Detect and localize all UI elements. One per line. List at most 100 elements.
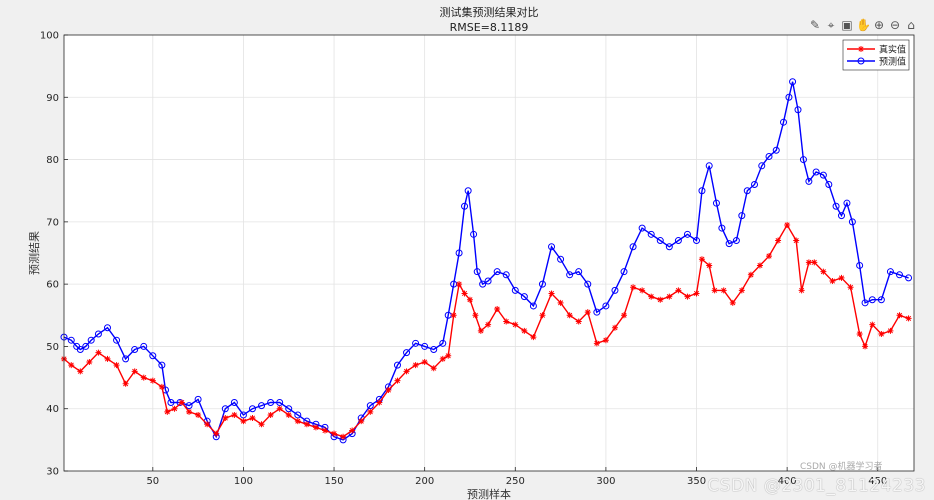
data-point [638, 224, 646, 232]
data-point [530, 334, 537, 341]
data-point [421, 359, 428, 365]
x-tick-label: 250 [506, 476, 525, 487]
data-point [258, 421, 265, 428]
data-point [593, 340, 600, 347]
zoom-out-icon[interactable]: ⊖ [889, 18, 901, 32]
y-tick-label: 30 [46, 467, 59, 478]
data-point [484, 277, 492, 285]
data-point [140, 374, 147, 381]
data-point [529, 302, 537, 310]
data-point [575, 268, 583, 276]
data-point [412, 339, 420, 347]
data-point [493, 268, 501, 276]
data-point [647, 230, 655, 238]
data-point [511, 286, 519, 294]
data-point [455, 249, 463, 257]
data-point [747, 271, 754, 278]
brush-icon[interactable]: ✎ [809, 18, 821, 32]
pan-icon[interactable]: ✋ [856, 18, 871, 32]
data-point [811, 259, 818, 266]
legend-box [842, 39, 910, 71]
data-point [566, 271, 574, 279]
data-point [178, 399, 185, 406]
data-point [862, 343, 869, 350]
data-point [665, 243, 673, 251]
data-point [430, 365, 437, 372]
data-point [230, 398, 238, 406]
data-point [461, 290, 468, 297]
data-point [539, 312, 546, 319]
zoom-in-icon[interactable]: ⊕ [873, 18, 885, 32]
data-point [285, 405, 293, 413]
save-icon[interactable]: ▣ [841, 18, 853, 32]
data-point [393, 361, 401, 369]
data-point [868, 296, 876, 304]
x-tick-label: 100 [234, 476, 253, 487]
data-point [294, 411, 302, 419]
x-axis-label: 预测样本 [467, 487, 511, 500]
data-point [887, 327, 894, 334]
data-point [113, 336, 121, 344]
y-axis-label: 预测结果 [28, 231, 41, 275]
data-point [294, 418, 301, 425]
data-point [94, 330, 102, 338]
data-point [751, 180, 759, 188]
data-point [843, 199, 851, 207]
data-point [548, 243, 556, 251]
data-point [113, 362, 120, 369]
data-point [194, 395, 202, 403]
data-point [267, 411, 274, 418]
data-point [905, 274, 913, 282]
data-point [67, 336, 75, 344]
data-point [877, 296, 885, 304]
legend-label: 真实值 [879, 44, 906, 56]
data-point [794, 106, 802, 114]
data-point [131, 346, 139, 354]
data-point [743, 187, 751, 195]
data-point [195, 411, 202, 418]
data-point [861, 299, 869, 307]
y-tick-label: 40 [46, 404, 59, 415]
y-tick-label: 100 [40, 31, 59, 42]
data-point [421, 342, 429, 350]
data-point [793, 237, 800, 244]
data-point [575, 318, 582, 325]
data-point [838, 212, 846, 220]
data-point [611, 324, 618, 331]
series-line [63, 81, 909, 441]
x-tick-label: 200 [415, 476, 434, 487]
data-point [784, 221, 791, 228]
data-point [848, 218, 856, 226]
axes-area [64, 35, 914, 471]
data-point [538, 280, 546, 288]
data-point [258, 402, 266, 410]
data-point [683, 230, 691, 238]
watermark: CSDN @2301_81124233 [707, 476, 926, 496]
data-point [456, 281, 463, 288]
data-point [221, 405, 229, 413]
data-point [732, 237, 740, 245]
legend-label: 预测值 [879, 56, 906, 68]
y-tick-label: 60 [46, 280, 59, 291]
data-point [185, 402, 193, 410]
data-point [712, 199, 720, 207]
data-point [331, 430, 338, 437]
data-point [656, 237, 664, 245]
data-point [812, 168, 820, 176]
data-point [464, 187, 472, 195]
home-icon[interactable]: ⌂ [907, 18, 915, 32]
data-point [630, 284, 637, 291]
data-point [693, 290, 700, 297]
data-point [479, 280, 487, 288]
data-point [718, 224, 726, 232]
x-tick-label: 150 [324, 476, 343, 487]
data-point [765, 152, 773, 160]
data-point [805, 259, 812, 266]
data-point [666, 293, 673, 300]
data-point [303, 421, 310, 428]
data-point [82, 342, 90, 350]
data-point [472, 312, 479, 319]
data-point [186, 408, 193, 415]
data-tip-icon[interactable]: ⌖ [827, 18, 835, 32]
